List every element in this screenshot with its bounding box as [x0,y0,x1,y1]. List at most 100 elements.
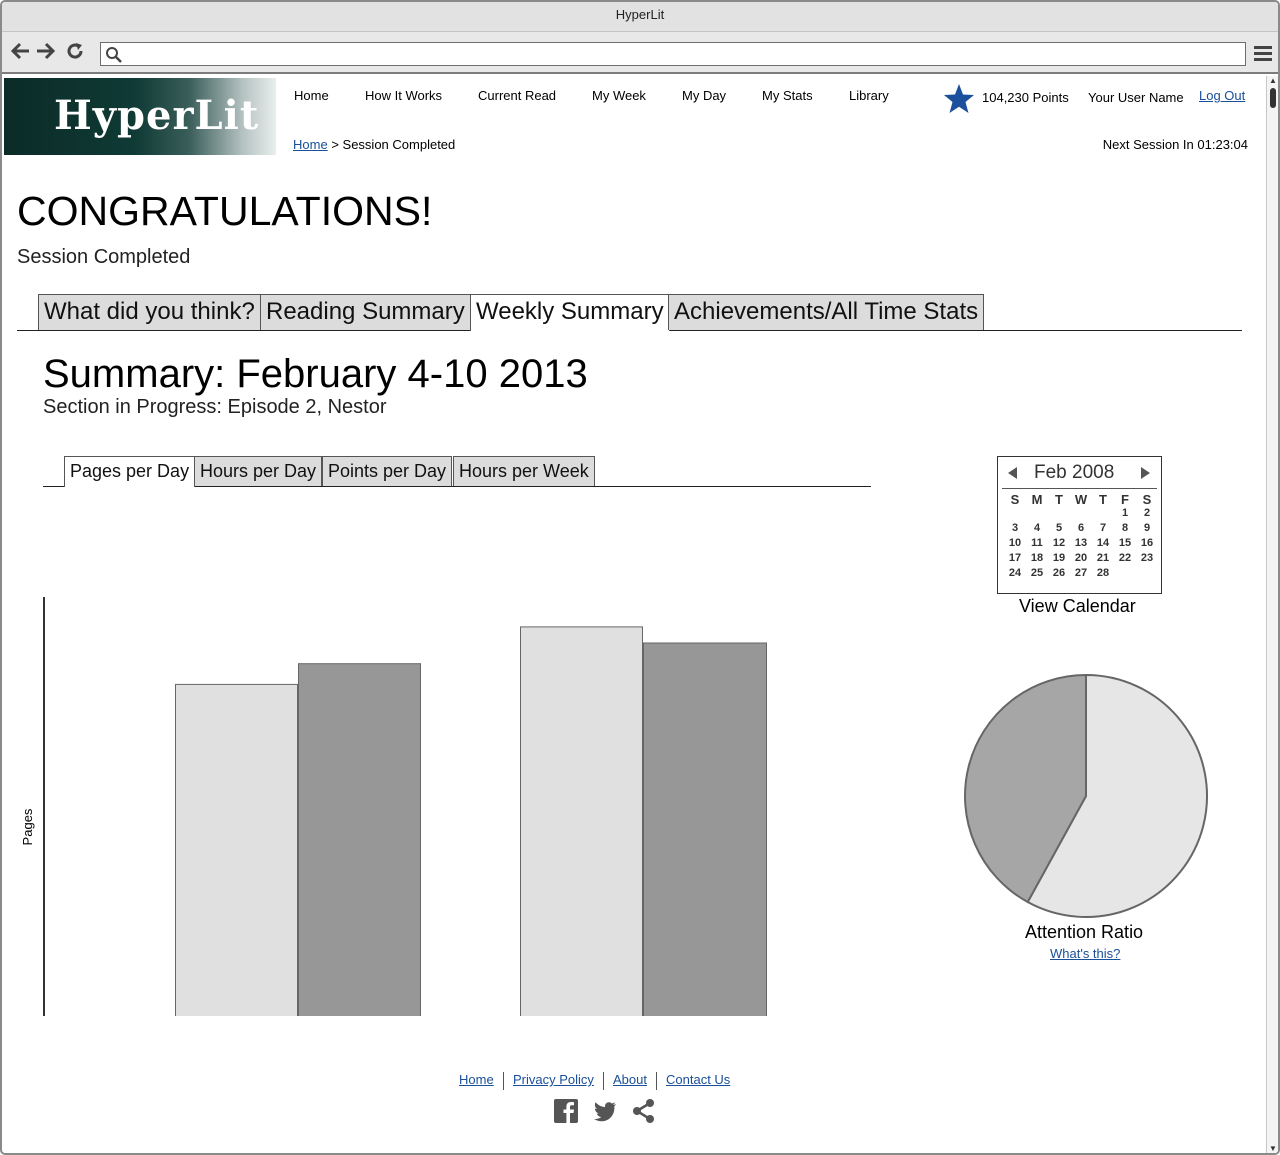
bar-friday[interactable] [520,626,643,1016]
calendar-day[interactable]: 15 [1118,537,1132,549]
calendar-day[interactable]: 10 [1008,537,1022,549]
bar-tuesday[interactable] [175,683,298,1016]
vertical-scrollbar[interactable]: ▲ ▼ [1266,76,1278,1153]
back-arrow-icon[interactable] [10,40,32,62]
page-title: CONGRATULATIONS! [17,188,433,234]
bar-wednesday[interactable] [298,663,421,1016]
calendar-day[interactable]: 13 [1074,537,1088,549]
pie-slice[interactable] [964,673,1087,904]
tab-weekly-summary[interactable]: Weekly Summary [470,294,670,331]
attention-ratio-label: Attention Ratio [1025,922,1144,942]
mini-calendar: Feb 2008 S M T W T F S 1 2 3 4 5 6 7 8 9 10 11 12 13 14 15 16 1… [997,456,1162,594]
calendar-day[interactable]: 21 [1096,552,1110,564]
calendar-day[interactable]: 14 [1096,537,1110,549]
user-name[interactable]: Your User Name [1088,90,1184,105]
next-month-icon[interactable] [1140,466,1152,480]
bar-saturday[interactable] [643,642,767,1016]
previous-month-icon[interactable] [1006,466,1018,480]
facebook-icon[interactable] [553,1098,579,1124]
tab-pages-per-day[interactable]: Pages per Day [64,456,196,487]
calendar-day[interactable]: 6 [1077,522,1085,534]
logo[interactable]: HyperLit [4,78,276,155]
footer-about-link[interactable]: About [613,1072,647,1087]
tab-achievements[interactable]: Achievements/All Time Stats [668,294,985,330]
logout-link[interactable]: Log Out [1199,88,1246,103]
calendar-day[interactable]: 2 [1143,507,1151,519]
calendar-weekday: S [1010,492,1020,507]
calendar-divider [1002,488,1157,489]
scroll-up-arrow-icon[interactable]: ▲ [1269,76,1277,85]
chart-tabs: Pages per Day Hours per Day Points per D… [43,456,871,487]
footer-contact-link[interactable]: Contact Us [666,1072,731,1087]
nav-my-stats[interactable]: My Stats [762,88,813,103]
attention-ratio-pie [964,673,1208,918]
next-session-timer: Next Session In 01:23:04 [1102,137,1248,152]
footer-separator [656,1072,657,1090]
address-bar[interactable] [100,42,1246,66]
nav-current-read[interactable]: Current Read [478,88,557,103]
calendar-day[interactable]: 22 [1118,552,1132,564]
calendar-day[interactable]: 11 [1031,537,1043,549]
star-icon [944,84,974,113]
breadcrumb-home-link[interactable]: Home [293,137,328,152]
calendar-day[interactable]: 23 [1140,552,1154,564]
nav-how-it-works[interactable]: How It Works [365,88,443,103]
calendar-day[interactable]: 28 [1096,567,1110,579]
calendar-day[interactable]: 25 [1030,567,1044,579]
calendar-day[interactable]: 12 [1052,537,1066,549]
calendar-weekday: T [1055,492,1063,507]
scroll-down-arrow-icon[interactable]: ▼ [1269,1144,1277,1153]
nav-my-week[interactable]: My Week [592,88,646,103]
nav-my-day[interactable]: My Day [682,88,727,103]
calendar-day[interactable]: 7 [1099,522,1107,534]
calendar-weekday: S [1142,492,1152,507]
footer-home-link[interactable]: Home [459,1072,494,1087]
footer-separator [503,1072,504,1090]
breadcrumb-current: Session Completed [342,137,456,152]
calendar-day[interactable]: 4 [1033,522,1041,534]
calendar-day[interactable]: 5 [1055,522,1063,534]
calendar-day[interactable]: 9 [1143,522,1151,534]
nav-library[interactable]: Library [849,88,889,103]
calendar-week-row: 3 4 5 6 7 8 9 [1004,522,1158,537]
calendar-day[interactable]: 18 [1030,552,1044,564]
hamburger-menu-icon[interactable] [1252,43,1274,63]
calendar-month: Feb 2008 [1034,462,1115,483]
section-in-progress: Section in Progress: Episode 2, Nestor [43,396,387,418]
calendar-grid: S M T W T F S 1 2 3 4 5 6 7 8 9 10 11 12 13 14 15 16 17 18 19 20 21… [1004,492,1158,582]
calendar-day[interactable]: 17 [1008,552,1022,564]
reload-icon[interactable] [64,40,86,62]
share-icon[interactable] [631,1098,657,1124]
calendar-day[interactable]: 26 [1052,567,1066,579]
forward-arrow-icon[interactable] [34,40,56,62]
calendar-day[interactable]: 20 [1074,552,1088,564]
twitter-icon[interactable] [592,1098,618,1124]
footer: Home Privacy Policy About Contact Us [2,1070,1266,1090]
calendar-day[interactable]: 27 [1074,567,1088,579]
window-title: HyperLit [2,2,1278,32]
tab-hours-per-week[interactable]: Hours per Week [453,456,595,486]
calendar-day[interactable]: 1 [1121,507,1129,519]
tab-points-per-day[interactable]: Points per Day [322,456,453,486]
summary-title: Summary: February 4-10 2013 [43,352,588,396]
tab-reading-summary[interactable]: Reading Summary [260,294,471,330]
calendar-weekday: M [1031,492,1043,507]
main-tabs: What did you think? Reading Summary Week… [17,294,1242,331]
calendar-day[interactable]: 16 [1140,537,1154,549]
tab-what-did-you-think[interactable]: What did you think? [38,294,261,330]
footer-privacy-link[interactable]: Privacy Policy [513,1072,594,1087]
scroll-thumb[interactable] [1270,88,1276,108]
nav-home[interactable]: Home [294,88,329,103]
calendar-day[interactable]: 24 [1008,567,1022,579]
view-calendar-link[interactable]: View Calendar [1019,596,1136,616]
whats-this-link[interactable]: What's this? [1050,946,1121,961]
calendar-day[interactable]: 8 [1121,522,1129,534]
pages-per-day-chart: PagesMondayTuesdayWednesdayThursdayFrida… [20,597,767,1016]
calendar-day[interactable]: 19 [1052,552,1066,564]
pie-slice[interactable] [1026,673,1208,918]
calendar-day[interactable]: 3 [1011,522,1019,534]
y-axis-label: Pages [20,808,35,845]
page-subtitle: Session Completed [17,246,191,268]
tab-hours-per-day[interactable]: Hours per Day [194,456,323,486]
